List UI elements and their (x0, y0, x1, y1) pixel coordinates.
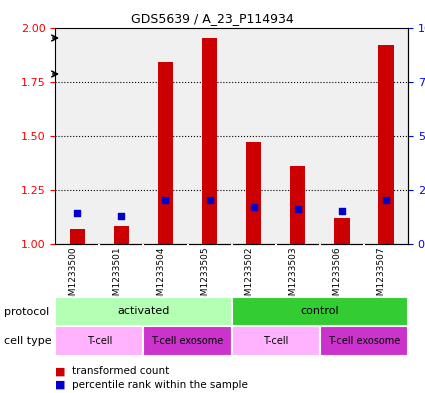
Text: GSM1233504: GSM1233504 (156, 246, 165, 307)
Text: ■: ■ (55, 380, 66, 390)
Text: GSM1233502: GSM1233502 (245, 246, 254, 307)
Text: T-cell exosome: T-cell exosome (151, 336, 224, 346)
Bar (290, 166, 306, 244)
Bar (158, 62, 173, 244)
FancyBboxPatch shape (232, 297, 408, 326)
FancyBboxPatch shape (232, 326, 320, 356)
Text: protocol: protocol (4, 307, 49, 318)
Text: transformed count: transformed count (72, 366, 170, 376)
Bar (113, 226, 129, 244)
Point (74, 210, 81, 217)
Text: T-cell: T-cell (263, 336, 289, 346)
Text: GSM1233503: GSM1233503 (289, 246, 298, 307)
Text: GSM1233501: GSM1233501 (112, 246, 122, 307)
FancyBboxPatch shape (320, 326, 408, 356)
Text: percentile rank within the sample: percentile rank within the sample (72, 380, 248, 390)
Text: GSM1233500: GSM1233500 (68, 246, 77, 307)
FancyBboxPatch shape (55, 297, 232, 326)
Point (162, 197, 169, 204)
Bar (334, 218, 350, 244)
FancyBboxPatch shape (143, 326, 232, 356)
Bar (246, 142, 261, 244)
Text: T-cell: T-cell (87, 336, 112, 346)
Text: T-cell exosome: T-cell exosome (328, 336, 400, 346)
Text: cell type: cell type (4, 336, 52, 346)
Point (250, 204, 257, 210)
Text: GSM1233505: GSM1233505 (201, 246, 210, 307)
Text: GDS5639 / A_23_P114934: GDS5639 / A_23_P114934 (131, 12, 294, 25)
Text: control: control (300, 307, 339, 316)
Bar (378, 45, 394, 244)
Point (118, 212, 125, 219)
Point (206, 197, 213, 204)
Text: ■: ■ (55, 366, 66, 376)
FancyBboxPatch shape (55, 326, 143, 356)
Point (382, 197, 389, 204)
Text: GSM1233507: GSM1233507 (377, 246, 386, 307)
Point (338, 208, 345, 214)
Bar (202, 38, 217, 244)
Bar (70, 228, 85, 244)
Text: activated: activated (117, 307, 170, 316)
Point (295, 206, 301, 212)
Text: GSM1233506: GSM1233506 (333, 246, 342, 307)
